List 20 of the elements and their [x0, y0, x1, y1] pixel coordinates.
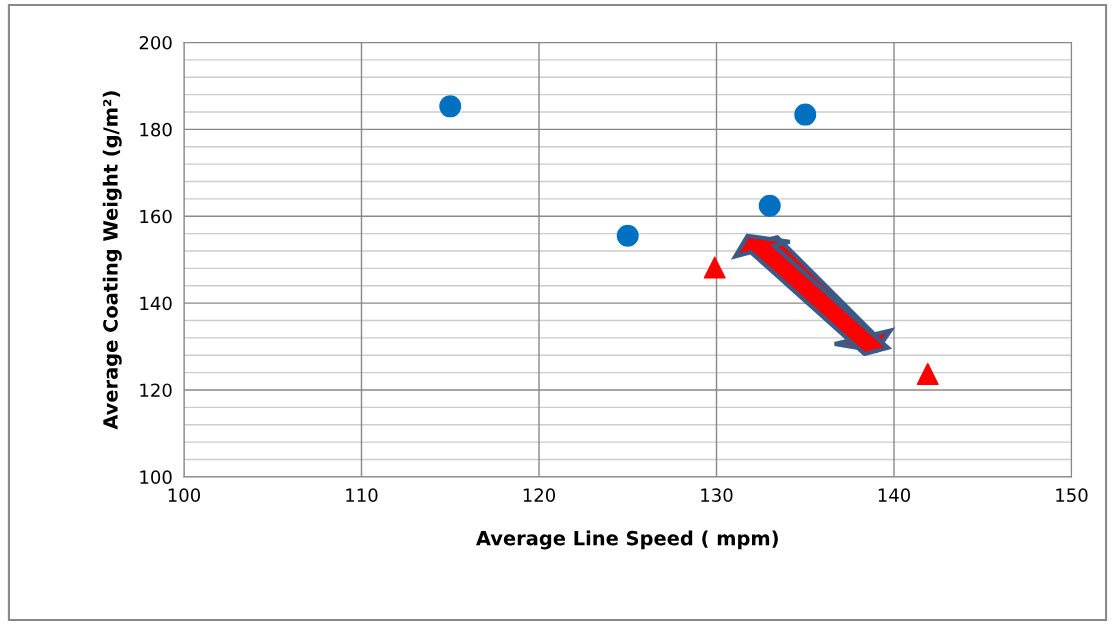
x-axis-title: Average Line Speed ( mpm)	[476, 530, 778, 550]
x-tick-label: 150	[1056, 488, 1088, 502]
x-tick-label: 110	[346, 488, 378, 502]
point	[439, 95, 462, 118]
y-tick-label: 140	[140, 296, 172, 311]
y-tick-label: 180	[140, 122, 172, 137]
y-tick-label: 100	[140, 470, 172, 484]
x-tick-label: 140	[878, 488, 911, 502]
point	[616, 224, 639, 247]
y-axis-title: Average Coating Weight (g/m²)	[102, 91, 122, 430]
x-tick-label: 130	[701, 488, 733, 502]
y-tick-label: 200	[139, 35, 172, 50]
y-tick-label: 120	[140, 383, 172, 398]
y-tick-label: 160	[140, 209, 172, 224]
point	[758, 194, 781, 217]
point	[703, 256, 726, 279]
point	[916, 362, 939, 385]
x-tick-label: 100	[168, 488, 201, 502]
x-tick-label: 120	[523, 488, 556, 502]
point	[794, 103, 817, 126]
